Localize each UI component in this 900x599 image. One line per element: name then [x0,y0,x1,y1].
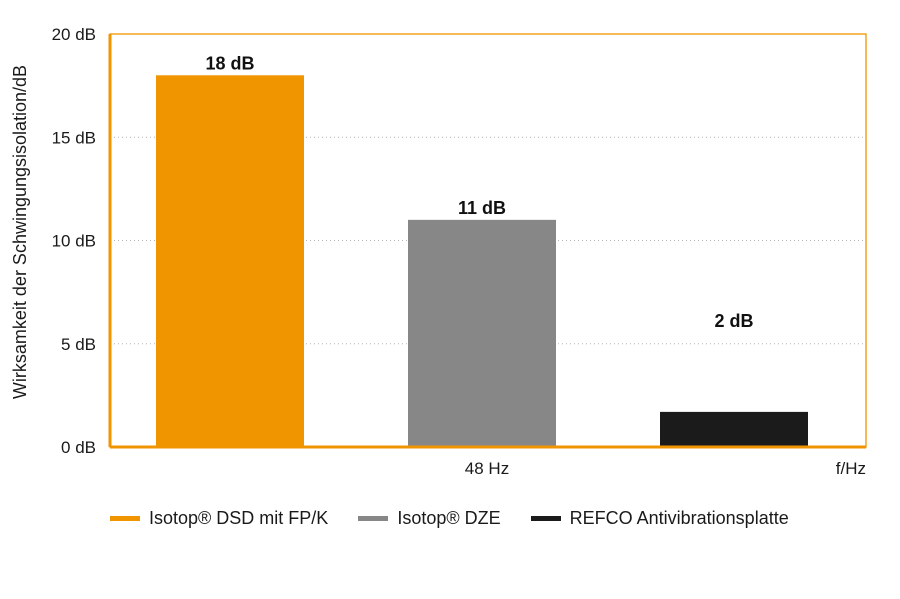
y-tick-labels: 0 dB 5 dB 10 dB 15 dB 20 dB [52,25,96,457]
legend-swatch [358,516,389,521]
bar-1 [156,75,304,448]
x-axis-label: f/Hz [836,459,866,478]
legend-label: REFCO Antivibrationsplatte [569,508,789,528]
y-tick-label: 10 dB [52,232,96,251]
legend-item: Isotop® DZE [358,508,501,529]
legend-item: REFCO Antivibrationsplatte [530,508,789,529]
plot-frame [108,33,867,449]
data-label: 2 dB [714,311,753,331]
legend: Isotop® DSD mit FP/K Isotop® DZE REFCO Ant… [110,508,789,529]
y-tick-label: 20 dB [52,25,96,44]
bar-3 [660,411,808,447]
legend-swatch [530,516,561,521]
legend-item: Isotop® DSD mit FP/K [110,508,328,529]
y-tick-label: 0 dB [61,438,96,457]
legend-label: Isotop® DSD mit FP/K [149,508,329,528]
y-tick-label: 15 dB [52,128,96,147]
legend-label: Isotop® DZE [397,508,501,528]
y-axis-label: Wirksamkeit der Schwingungsisolation/dB [10,65,30,399]
bar-2 [408,219,556,447]
x-tick-label: 48 Hz [465,459,509,478]
data-label: 11 dB [458,198,506,218]
data-label: 18 dB [205,53,254,73]
bars [156,75,808,448]
y-tick-label: 5 dB [61,335,96,354]
legend-swatch [110,516,140,521]
data-labels: 18 dB 11 dB 2 dB [205,53,753,331]
